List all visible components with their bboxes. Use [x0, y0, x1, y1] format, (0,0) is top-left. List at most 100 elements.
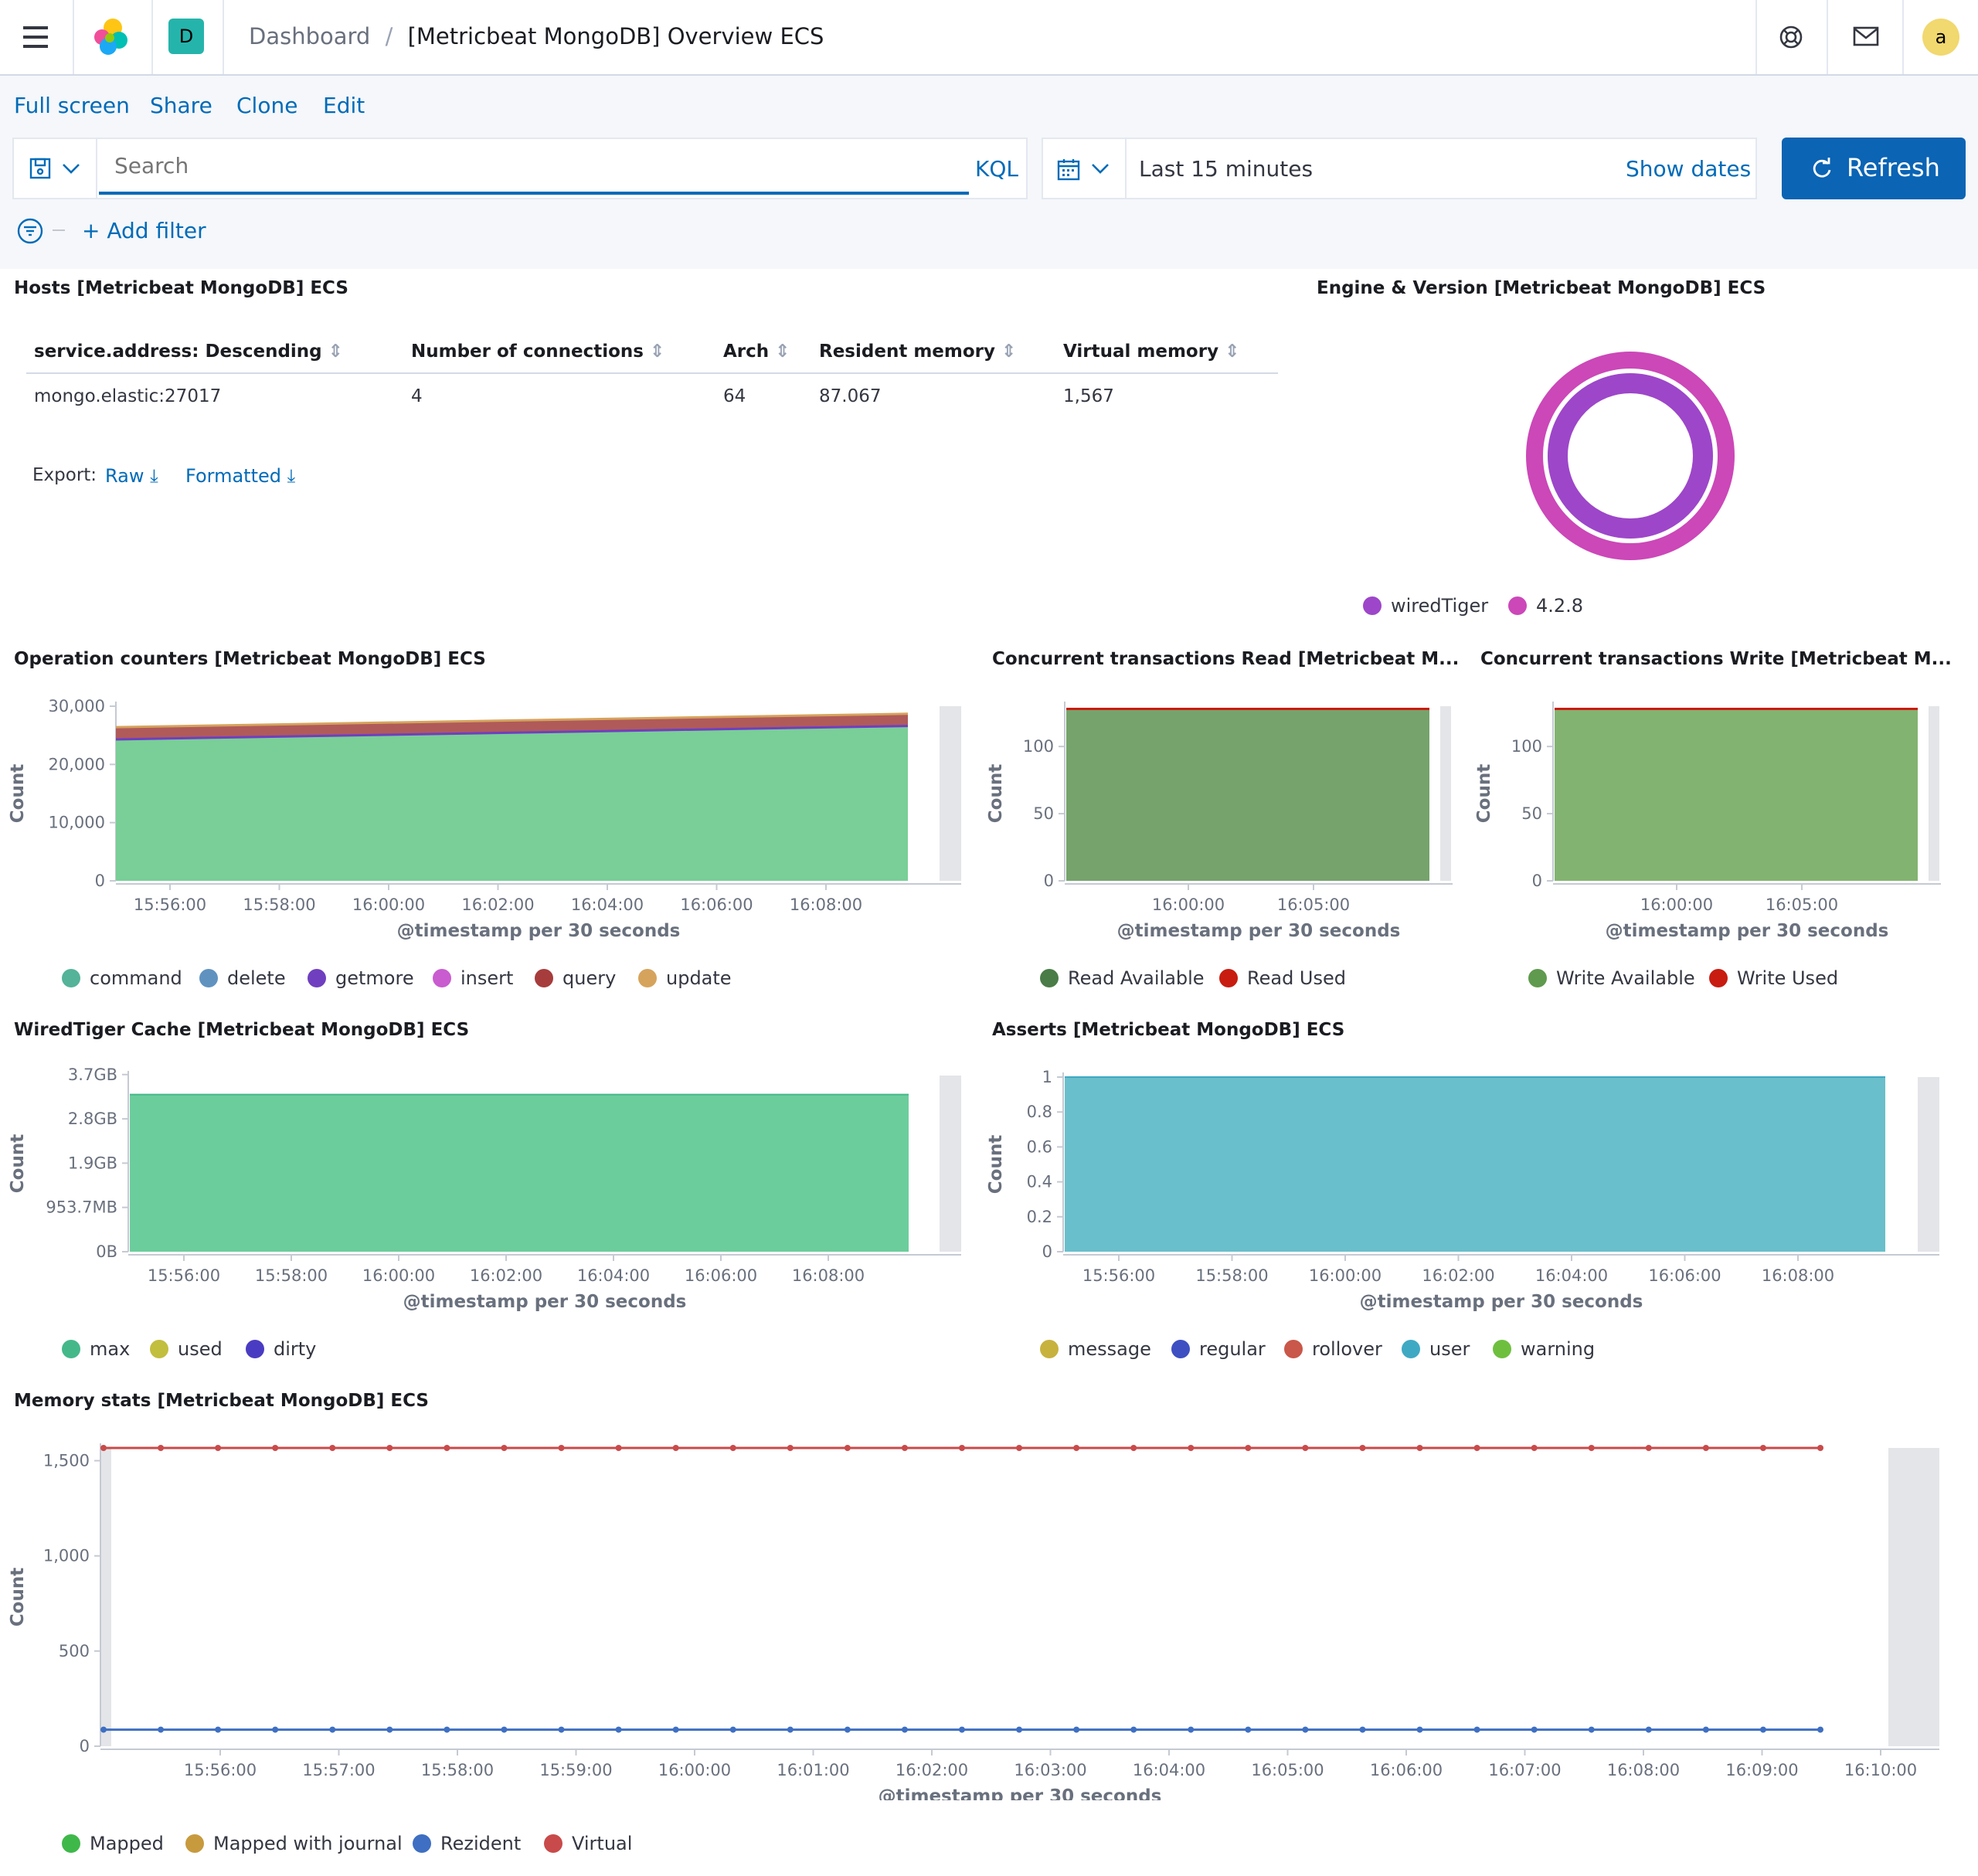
- column-header-virtual-memory[interactable]: Virtual memory ⇕: [1063, 342, 1239, 362]
- saved-query-button[interactable]: [14, 139, 97, 198]
- legend-label: rollover: [1312, 1338, 1382, 1360]
- edit-link[interactable]: Edit: [323, 93, 365, 118]
- legend-label: update: [666, 967, 732, 989]
- legend-item-delete[interactable]: delete: [199, 967, 286, 989]
- legend-item-dirty[interactable]: dirty: [246, 1338, 316, 1360]
- breadcrumb-dashboard[interactable]: Dashboard: [249, 23, 371, 49]
- sort-icon: ⇕: [643, 342, 665, 362]
- y-axis-title: Count: [8, 1568, 28, 1626]
- page-title: [Metricbeat MongoDB] Overview ECS: [407, 23, 824, 49]
- show-dates-link[interactable]: Show dates: [1626, 156, 1752, 182]
- legend-label: regular: [1199, 1338, 1266, 1360]
- legend-item-version[interactable]: 4.2.8: [1508, 595, 1583, 617]
- x-tick-label: 16:02:00: [1422, 1266, 1494, 1285]
- breadcrumb-separator: /: [385, 23, 393, 49]
- legend-item-wiredtiger[interactable]: wiredTiger: [1363, 595, 1488, 617]
- elastic-logo-icon[interactable]: [91, 17, 131, 57]
- data-point-virtual: [1645, 1445, 1652, 1451]
- legend-item-mapped[interactable]: Mapped: [62, 1833, 164, 1854]
- data-point-virtual: [1130, 1445, 1137, 1451]
- column-header-resident-memory[interactable]: Resident memory ⇕: [819, 342, 1016, 362]
- legend-item-virtual[interactable]: Virtual: [544, 1833, 632, 1854]
- legend-dot: [1528, 969, 1547, 987]
- x-tick-label: 16:08:00: [1607, 1761, 1680, 1779]
- partial-bucket-shading: [940, 1076, 961, 1252]
- legend-item-max[interactable]: max: [62, 1338, 130, 1360]
- legend-item-used[interactable]: used: [150, 1338, 223, 1360]
- user-avatar[interactable]: a: [1922, 19, 1959, 56]
- data-point-virtual: [1188, 1445, 1195, 1451]
- series-line-update: [115, 712, 909, 729]
- sort-icon: ⇕: [769, 342, 790, 362]
- data-point-virtual: [787, 1445, 794, 1451]
- legend-item-rezident[interactable]: Rezident: [413, 1833, 521, 1854]
- legend-item-query[interactable]: query: [535, 967, 616, 989]
- donut-ring-version[interactable]: [1526, 352, 1735, 560]
- legend-item-read-available[interactable]: Read Available: [1040, 967, 1205, 989]
- legend-item-read-used[interactable]: Read Used: [1219, 967, 1346, 989]
- x-axis-title: @timestamp per 30 seconds: [1360, 1292, 1643, 1312]
- legend-dot: [199, 969, 218, 987]
- x-tick-label: 16:06:00: [1648, 1266, 1721, 1285]
- add-filter-button[interactable]: + Add filter: [82, 218, 206, 243]
- donut-ring-engine[interactable]: [1548, 373, 1713, 539]
- legend-item-write-used[interactable]: Write Used: [1709, 967, 1838, 989]
- x-tick-label: 15:58:00: [255, 1266, 328, 1285]
- legend-item-warning[interactable]: warning: [1493, 1338, 1595, 1360]
- help-icon[interactable]: [1779, 25, 1803, 49]
- legend-dot: [1402, 1340, 1420, 1358]
- time-range-value[interactable]: Last 15 minutes: [1139, 156, 1314, 182]
- share-link[interactable]: Share: [150, 93, 212, 118]
- legend-item-message[interactable]: message: [1040, 1338, 1151, 1360]
- filter-options-icon[interactable]: [17, 218, 43, 244]
- column-header-service-address[interactable]: service.address: Descending ⇕: [34, 342, 343, 362]
- column-header-connections[interactable]: Number of connections ⇕: [411, 342, 664, 362]
- legend-item-insert[interactable]: insert: [433, 967, 513, 989]
- data-point-virtual: [844, 1445, 851, 1451]
- data-point-virtual: [1302, 1445, 1309, 1451]
- search-input[interactable]: [99, 139, 969, 195]
- top-navigation-bar: D Dashboard / [Metricbeat MongoDB] Overv…: [0, 0, 1978, 76]
- kql-toggle[interactable]: KQL: [975, 156, 1018, 182]
- quick-select-button[interactable]: [1043, 139, 1127, 198]
- y-tick-label: 2.8GB: [68, 1110, 117, 1128]
- refresh-label: Refresh: [1847, 153, 1940, 182]
- data-point-rezident: [901, 1726, 908, 1733]
- legend-item-command[interactable]: command: [62, 967, 182, 989]
- legend-item-mapped-with-journal[interactable]: Mapped with journal: [185, 1833, 403, 1854]
- table-header-divider: [26, 372, 1278, 374]
- y-axis-title: Count: [8, 1134, 28, 1193]
- y-axis-title: Count: [1474, 764, 1494, 823]
- y-tick-label: 0.6: [1027, 1137, 1052, 1156]
- mail-icon[interactable]: [1853, 26, 1879, 46]
- data-point-rezident: [558, 1726, 565, 1733]
- legend-label: message: [1068, 1338, 1151, 1360]
- export-raw-link[interactable]: Raw ⤓: [105, 465, 158, 487]
- legend-item-rollover[interactable]: rollover: [1284, 1338, 1382, 1360]
- data-point-virtual: [1073, 1445, 1080, 1451]
- data-point-virtual: [1531, 1445, 1538, 1451]
- legend-item-user[interactable]: user: [1402, 1338, 1470, 1360]
- legend-dot: [1284, 1340, 1303, 1358]
- legend-item-update[interactable]: update: [638, 967, 732, 989]
- legend-label: Virtual: [572, 1833, 633, 1854]
- series-line-getmore: [115, 725, 909, 741]
- legend-label: command: [90, 967, 182, 989]
- column-header-arch[interactable]: Arch ⇕: [723, 342, 790, 362]
- legend-item-regular[interactable]: regular: [1171, 1338, 1266, 1360]
- legend-item-write-available[interactable]: Write Available: [1528, 967, 1695, 989]
- data-point-virtual: [1817, 1445, 1823, 1451]
- clone-link[interactable]: Clone: [236, 93, 298, 118]
- menu-icon[interactable]: [23, 26, 48, 48]
- data-point-rezident: [1531, 1726, 1538, 1733]
- x-axis-title: @timestamp per 30 seconds: [1117, 921, 1401, 941]
- data-point-rezident: [615, 1726, 622, 1733]
- hosts-panel-title: Hosts [Metricbeat MongoDB] ECS: [14, 278, 348, 298]
- refresh-button[interactable]: Refresh: [1782, 138, 1966, 199]
- space-avatar[interactable]: D: [168, 19, 204, 54]
- export-formatted-link[interactable]: Formatted ⤓: [185, 465, 295, 487]
- data-point-rezident: [1473, 1726, 1480, 1733]
- legend-item-getmore[interactable]: getmore: [308, 967, 414, 989]
- table-cell: 4: [411, 386, 423, 406]
- full-screen-link[interactable]: Full screen: [14, 93, 130, 118]
